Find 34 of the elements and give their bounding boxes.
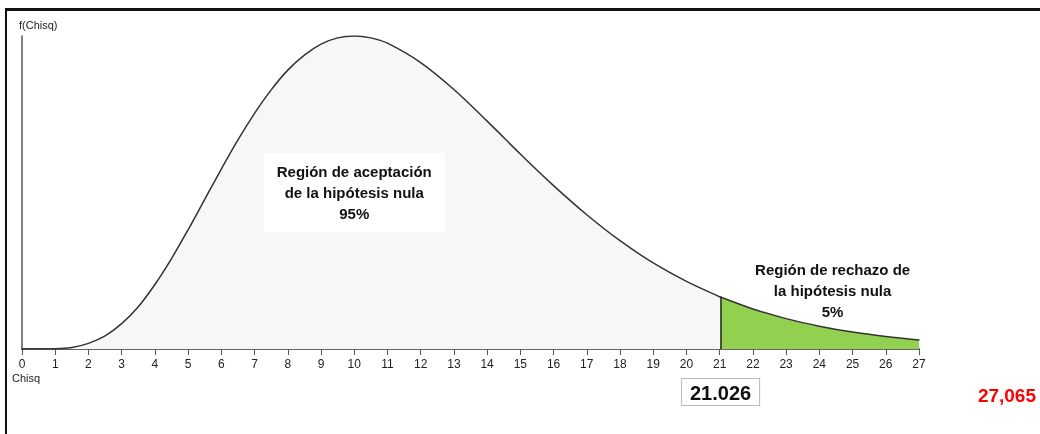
x-tick-label: 13 (447, 357, 461, 371)
ref-line-label: 21.026 (689, 382, 752, 404)
x-tick-label: 27 (912, 357, 926, 371)
x-tick-label: 9 (317, 357, 325, 371)
x-axis-title: Chisq (12, 371, 41, 384)
text: 27,065 (977, 385, 1037, 406)
x-tick-label: 12 (413, 357, 428, 371)
annotation: Región de rechazo de la hipótesis nula 5% (755, 260, 911, 320)
x-tick-label: 11 (381, 357, 394, 371)
x-tick-label: 17 (580, 357, 594, 371)
x-tick-label: 26 (879, 357, 893, 371)
x-tick-label: 14 (480, 357, 495, 371)
x-tick-label: 22 (746, 357, 760, 371)
x-tick-label: 5 (184, 357, 192, 371)
x-tick-label: 8 (284, 357, 292, 371)
x-tick-label: 24 (812, 357, 827, 371)
x-tick-label: 20 (679, 357, 694, 371)
x-tick-label: 21 (712, 357, 727, 371)
x-tick-label: 6 (217, 357, 225, 371)
annotation: Región de aceptación de la hipótesis nula 95% (276, 163, 432, 222)
y-axis-title: f(Chisq) (19, 18, 58, 31)
x-tick-label: 4 (151, 357, 159, 371)
x-tick-label: 23 (779, 357, 794, 371)
x-tick-label: 1 (51, 357, 59, 371)
x-tick-label: 7 (251, 357, 259, 371)
x-tick-label: 18 (613, 357, 627, 371)
x-tick-label: 10 (347, 357, 362, 371)
x-tick-label: 25 (845, 357, 860, 371)
x-tick-label: 2 (85, 357, 93, 371)
x-tick-label: 3 (118, 357, 126, 371)
x-tick-label: 19 (646, 357, 661, 371)
x-tick-label: 0 (18, 357, 26, 371)
x-tick-label: 16 (546, 357, 561, 371)
x-tick-label: 15 (513, 357, 528, 371)
